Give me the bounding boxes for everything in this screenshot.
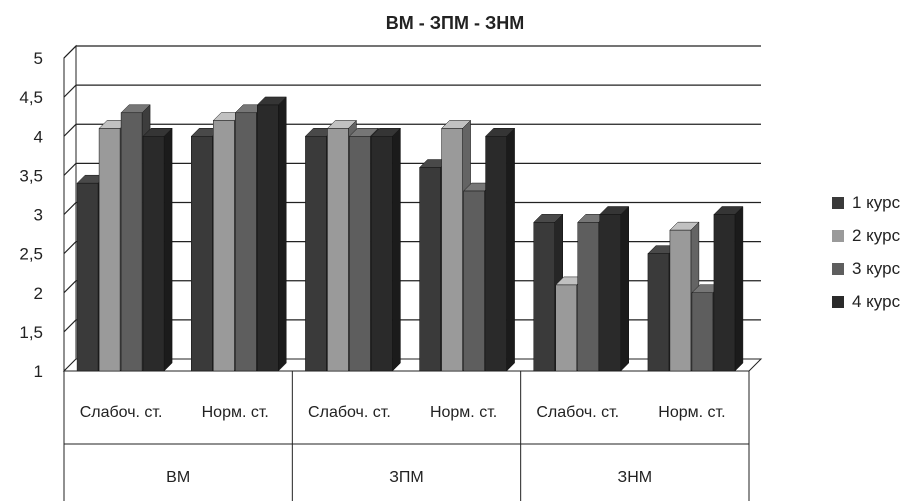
legend-label: 2 курс: [852, 226, 901, 245]
bar-front: [577, 222, 599, 372]
bar-side: [278, 96, 287, 372]
gridline: [63, 280, 761, 294]
bar-front: [327, 128, 349, 372]
y-tick-label: 2: [34, 284, 43, 303]
legend-swatch: [832, 197, 844, 209]
x-tick-label: Норм. ст.: [202, 404, 269, 421]
group-label: ЗНМ: [618, 469, 653, 486]
chart-title: ВМ - ЗПМ - ЗНМ: [386, 13, 524, 33]
bar-front: [713, 214, 736, 372]
bar: [713, 205, 744, 372]
gridline: [63, 319, 761, 333]
bar-front: [555, 284, 577, 372]
bar-front: [120, 112, 143, 372]
y-tick-label: 5: [34, 49, 43, 68]
y-tick-label: 1,5: [19, 323, 43, 342]
legend-swatch: [832, 263, 844, 275]
bar-front: [305, 136, 327, 372]
legend-swatch: [832, 296, 844, 308]
bar-front: [419, 167, 441, 372]
bar-side: [734, 205, 744, 372]
group-label: ЗПМ: [389, 469, 424, 486]
bar: [599, 205, 630, 372]
bar-front: [235, 112, 257, 372]
legend-label: 3 курс: [852, 259, 901, 278]
bar: [370, 127, 402, 372]
bar-front: [533, 222, 555, 372]
gridline: [63, 201, 761, 215]
bar-side: [620, 205, 629, 372]
y-tick-label: 2,5: [19, 245, 43, 264]
bar-front: [142, 136, 165, 372]
bar-front: [191, 136, 213, 372]
y-tick-label: 1: [34, 362, 43, 381]
y-axis: 1 1,5 2 2,5 3 3,5 4 4,5 5: [19, 49, 43, 381]
y-tick-label: 3: [34, 206, 43, 225]
gridline: [63, 162, 761, 176]
bars: [76, 96, 744, 372]
x-tick-label: Слабоч. ст.: [536, 404, 619, 421]
x-tick-label: Слабоч. ст.: [308, 404, 391, 421]
bar-side: [163, 127, 173, 372]
x-tick-label: Норм. ст.: [430, 404, 497, 421]
x-axis: Слабоч. ст. Норм. ст. Слабоч. ст. Норм. ст.…: [63, 371, 750, 501]
x-tick-label: Норм. ст.: [658, 404, 725, 421]
legend-swatch: [832, 230, 844, 242]
y-tick-label: 3,5: [19, 166, 43, 185]
legend-label: 4 курс: [852, 292, 901, 311]
bar-front: [98, 128, 121, 372]
gridline: [63, 241, 761, 255]
bar-front: [691, 292, 714, 372]
bar-front: [441, 128, 463, 372]
y-tick-label: 4: [34, 127, 43, 146]
bar: [142, 127, 173, 372]
bar-side: [392, 127, 401, 372]
bar-front: [669, 229, 692, 372]
gridline: [63, 84, 761, 98]
x-tick-label: Слабоч. ст.: [80, 404, 163, 421]
bar-front: [257, 104, 279, 372]
bar-front: [371, 136, 393, 372]
bar: [256, 96, 287, 372]
bar-front: [647, 253, 670, 372]
bar-side: [506, 127, 515, 372]
bar: [484, 127, 516, 372]
bar-front: [76, 182, 99, 372]
bar-front: [349, 136, 371, 372]
bar-front: [485, 136, 507, 372]
legend: 1 курс 2 курс 3 курс 4 курс: [832, 193, 901, 311]
bar-front: [213, 120, 235, 372]
bar-front: [463, 190, 485, 372]
y-tick-label: 4,5: [19, 88, 43, 107]
grid-lines: [63, 45, 761, 333]
legend-label: 1 курс: [852, 193, 901, 212]
gridline: [63, 123, 761, 137]
bar-front: [599, 214, 621, 372]
gridline: [63, 45, 761, 59]
group-label: ВМ: [166, 469, 190, 486]
